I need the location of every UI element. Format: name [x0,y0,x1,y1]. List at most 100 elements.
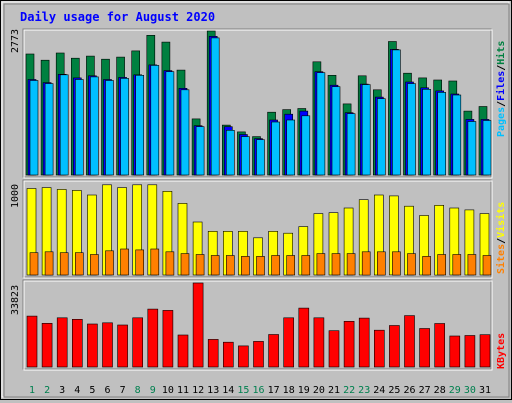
sites-bar-10 [165,251,175,276]
panel-bottom: 33823 KBytes [10,279,507,371]
sites-bar-30 [467,254,477,276]
x-tick-label-2: 2 [44,385,50,396]
pages-bar-20 [316,72,326,176]
legend-pages: Pages [496,107,507,137]
kbytes-bar-29 [449,335,461,368]
pages-bar-3 [59,74,69,176]
kbytes-bar-31 [479,334,491,368]
sites-bar-19 [301,255,311,276]
x-tick-label-21: 21 [328,385,340,396]
x-tick-label-6: 6 [104,385,110,396]
kbytes-bar-14 [223,341,234,368]
panel-middle-frame-shadow [22,179,492,278]
sites-bar-9 [150,248,160,276]
sites-bar-2 [44,251,54,276]
panel-top-frame-highlight [23,29,493,179]
kbytes-bar-9 [147,308,159,368]
chart-title: Daily usage for August 2020 [20,10,215,24]
sites-bar-3 [59,252,69,276]
x-tick-label-1: 1 [29,385,35,396]
x-tick-labels: 1 2 3 4 5 6 7 8 9 10 11 12 13 14 15 16 17 18 19 20 21 22 23 24 2… [29,385,491,396]
sites-bar-23 [361,251,371,276]
sites-bar-14 [226,255,235,276]
panel-bottom-max-label: 33823 [10,285,21,315]
kbytes-bar-3 [56,317,68,368]
panel-top-legend: Pages/Files/Hits [495,41,507,137]
kbytes-bar-16 [253,341,264,368]
panel-middle-max-label: 1000 [10,184,21,208]
kbytes-bar-18 [283,317,295,368]
sites-bar-17 [271,255,280,276]
pages-bar-28 [437,92,447,176]
panel-middle-legend: Sites/Visits [495,202,507,274]
legend-files: Files [495,71,507,101]
x-tick-label-14: 14 [222,385,234,396]
x-tick-label-13: 13 [207,385,219,396]
pages-bar-17 [271,121,280,176]
sites-bar-22 [346,253,356,276]
panel-middle: 1000 Sites/Visits [10,179,507,279]
kbytes-bar-1 [26,315,38,368]
kbytes-bar-4 [72,318,83,368]
kbytes-bar-15 [238,345,249,368]
kbytes-bar-25 [389,325,400,368]
sites-bar-4 [75,252,84,276]
pages-bar-14 [226,130,235,176]
sites-bar-16 [256,256,265,276]
pages-bar-30 [467,121,477,176]
pages-bar-13 [210,37,220,176]
panel-bottom-frame-shadow [22,279,492,370]
sites-bar-24 [376,251,386,276]
kbytes-bar-12 [192,282,204,368]
pages-bar-29 [452,94,462,176]
x-tick-label-31: 31 [479,385,491,396]
chart-marks [25,30,492,368]
kbytes-bar-27 [419,328,430,368]
kbytes-bar-5 [87,323,98,368]
x-tick-label-7: 7 [120,385,126,396]
kbytes-bar-7 [117,324,128,368]
x-tick-label-29: 29 [449,385,461,396]
pages-bar-26 [407,83,416,176]
kbytes-bar-30 [464,335,476,368]
pages-bar-16 [256,139,265,176]
sites-bar-25 [392,251,401,276]
kbytes-bar-10 [162,310,174,368]
kbytes-bar-24 [373,329,385,368]
x-tick-label-18: 18 [283,385,295,396]
x-tick-label-26: 26 [403,385,415,396]
panel-middle-frame-highlight [23,180,493,279]
x-tick-label-11: 11 [177,385,189,396]
sites-bar-26 [407,253,416,276]
sites-bar-6 [105,250,114,276]
x-tick-label-4: 4 [74,385,80,396]
sites-bar-15 [241,256,250,276]
panel-bottom-legend: KBytes [496,333,507,369]
kbytes-bar-11 [177,334,189,368]
sites-bar-27 [422,256,431,276]
x-tick-label-3: 3 [59,385,65,396]
x-tick-label-25: 25 [388,385,400,396]
pages-bar-6 [105,80,114,176]
pages-bar-27 [422,89,431,176]
x-tick-label-9: 9 [150,385,156,396]
pages-bar-22 [346,113,356,176]
legend-sites: Sites [495,244,507,274]
kbytes-bar-6 [102,322,113,368]
x-tick-label-30: 30 [464,385,476,396]
pages-bar-2 [44,83,54,176]
legend-separator: / [496,65,507,71]
x-tick-label-27: 27 [419,385,431,396]
middle-legend-text: Sites/Visits [495,202,507,274]
sites-bar-29 [452,254,462,276]
pages-bar-1 [29,80,39,176]
kbytes-bar-20 [313,317,325,368]
legend-hits: Hits [495,41,507,65]
kbytes-bar-26 [404,315,415,368]
x-tick-label-10: 10 [162,385,174,396]
x-tick-label-12: 12 [192,385,204,396]
kbytes-bar-28 [434,323,446,368]
x-tick-label-28: 28 [434,385,446,396]
pages-bar-19 [301,115,311,176]
